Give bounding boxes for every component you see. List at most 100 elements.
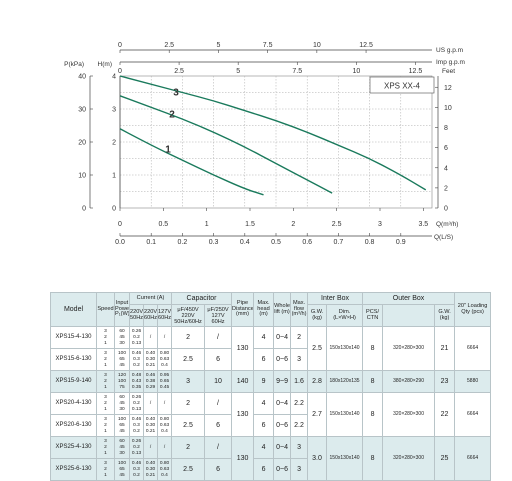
cell-speed-line-2: 1	[104, 450, 107, 456]
cell-cap-450: 2.5	[171, 348, 206, 371]
tick-label-h-m-0: 0	[112, 206, 116, 213]
cell-amps-220b-line-2: 0.21	[145, 428, 156, 434]
tick-label-kpa-1: 10	[78, 173, 86, 180]
cell-amps-220b-line-0: 0.40	[145, 350, 156, 356]
cell-power-line-1: 100	[117, 378, 126, 384]
tick-label-q-ls-2: 0.2	[178, 239, 188, 246]
th-inter-box: Inter Box	[307, 292, 364, 305]
cell-inter-dim: 150x130x140	[326, 392, 364, 437]
th-current-127: 127V 60Hz	[156, 304, 173, 327]
cell-speed-line-0: 3	[104, 460, 107, 466]
cell-power-line-2: 30	[119, 340, 125, 346]
tick-label-kpa-3: 30	[78, 107, 86, 114]
cell-cap-250: /	[204, 392, 233, 415]
cell-cap-450: 2	[171, 392, 206, 415]
table-row: XPS15-9-140 3 2 1 120 100 75 0.48 0.43 0.35 0.46 0.…	[50, 370, 492, 393]
cell-flow: 2	[290, 326, 309, 349]
cell-amps-220b: /	[143, 392, 158, 415]
cell-lift: 0~4	[273, 392, 292, 415]
cell-amps-220a-line-1: 0.2	[133, 334, 140, 340]
table-row: XPS15-4-130 3 2 1 60 45 30 0.26 0.2 0.13//2/130 4 0…	[50, 326, 492, 371]
cell-pcs: 8	[362, 436, 384, 481]
cell-inter-dim: 180x120x135	[326, 370, 364, 393]
pump-curve-chart: 0.0 0.1 0.2 0.3 0.4 0.5 0.6 0.7 0.8 0.9 Q(L/S) 0 0.5…	[64, 42, 465, 246]
axis-label-h-m: H(m)	[98, 61, 112, 68]
axis-label-imp-gpm: Imp g.p.m	[436, 59, 465, 66]
cell-model: XPS20-6-130	[50, 414, 97, 437]
axis-label-kpa: P(kPa)	[64, 61, 84, 68]
table-row: XPS20-6-130 3 2 1 100 65 45 0.46 0.3 0.2 0.40 0.30 0…	[50, 414, 491, 437]
tick-label-feet-6: 12	[444, 85, 452, 92]
axis-label-q-m3h: Q(m³/h)	[436, 221, 458, 228]
cell-outer-gw: 23	[434, 370, 456, 393]
cell-flow: 3	[290, 348, 309, 371]
cell-flow: 3	[290, 436, 309, 459]
cell-amps-220a: 0.48 0.43 0.35	[129, 370, 144, 393]
cell-cap-450: 3	[171, 370, 206, 393]
cell-amps-127-line-0: 0.95	[159, 372, 170, 378]
cell-amps-220a-line-2: 0.13	[131, 450, 142, 456]
tick-label-feet-0: 0	[444, 206, 448, 213]
cell-cap-450: 2.5	[171, 414, 206, 437]
tick-label-q-ls-0: 0.0	[115, 239, 125, 246]
cell-amps-127-line-2: 0.4	[161, 472, 168, 478]
cell-amps-127-line-0: 0.80	[159, 350, 170, 356]
th-input-power: Input Power P₁(W)	[114, 292, 130, 327]
th-cap-127: 127V 60Hz	[211, 312, 225, 325]
tick-label-us-gpm-2: 5	[216, 42, 220, 49]
tick-label-q-m3h-1: 0.5	[158, 221, 168, 228]
cell-power-line-1: 45	[119, 444, 125, 450]
th-cap-450: μF/450V	[177, 306, 199, 313]
tick-label-feet-3: 6	[444, 145, 448, 152]
table-row: XPS20-4-130 3 2 1 60 45 30 0.26 0.2 0.13//2/130 4 0…	[50, 392, 492, 437]
cell-amps-127: 0.80 0.63 0.4	[156, 348, 173, 371]
cell-power-line-0: 60	[119, 394, 125, 400]
cell-amps-220a-line-2: 0.13	[131, 406, 142, 412]
cell-amps-220a: 0.26 0.2 0.13	[129, 392, 144, 415]
cell-power: 100 65 45	[114, 414, 130, 437]
cell-speed-line-2: 1	[104, 472, 107, 478]
cell-power-line-1: 65	[119, 356, 125, 362]
cell-speed-line-1: 2	[104, 400, 107, 406]
cell-flow: 1.6	[290, 370, 309, 393]
cell-amps-127-line-1: 0.63	[159, 466, 170, 472]
cell-pcs: 8	[362, 370, 384, 393]
tick-label-q-ls-6: 0.6	[302, 239, 312, 246]
cell-amps-220b-line-2: 0.21	[145, 362, 156, 368]
cell-amps-220a-line-0: 0.46	[131, 350, 142, 356]
th-pipe: Pipe Distance (mm)	[231, 292, 255, 327]
cell-amps-220b-line-1: 0.30	[145, 422, 156, 428]
cell-cap-250: 6	[204, 414, 233, 437]
cell-inter-gw: 2.5	[307, 326, 328, 371]
cell-cap-250: /	[204, 326, 233, 349]
tick-label-q-ls-5: 0.5	[271, 239, 281, 246]
cell-speed-line-2: 1	[104, 384, 107, 390]
cell-amps-220a: 0.46 0.3 0.2	[129, 348, 144, 371]
cell-amps-220a-line-0: 0.48	[131, 372, 142, 378]
cell-amps-220a-line-1: 0.2	[133, 400, 140, 406]
cell-amps-220b-line-1: 0.38	[145, 378, 156, 384]
cell-speed-line-2: 1	[104, 340, 107, 346]
cell-amps-127-line-1: 0.63	[159, 356, 170, 362]
tick-label-q-ls-7: 0.7	[334, 239, 344, 246]
tick-label-h-m-4: 4	[112, 74, 116, 81]
cell-amps-220a: 0.46 0.3 0.2	[129, 414, 144, 437]
cell-power: 60 45 30	[114, 392, 130, 415]
cell-amps-127-line-0: /	[163, 400, 166, 406]
th-cap-group-b: μF/250V 127V 60Hz	[204, 304, 233, 327]
cell-pipe: 130	[231, 326, 255, 371]
tick-label-us-gpm-1: 2.5	[164, 42, 174, 49]
cell-power: 120 100 75	[114, 370, 130, 393]
spec-table: Model Speed Input Power P₁(W) Current (A…	[50, 292, 492, 481]
cell-speed-line-1: 2	[104, 334, 107, 340]
axis-label-q-ls: Q(L/S)	[434, 234, 453, 241]
cell-amps-220a-line-1: 0.3	[133, 466, 140, 472]
cell-amps-220a-line-2: 0.2	[133, 472, 140, 478]
th-current-220b: 220V 60Hz	[143, 304, 158, 327]
cell-inter-gw: 2.8	[307, 370, 328, 393]
th-capacitor: Capacitor	[171, 292, 233, 305]
cell-amps-127: 0.95 0.65 0.45	[156, 370, 173, 393]
